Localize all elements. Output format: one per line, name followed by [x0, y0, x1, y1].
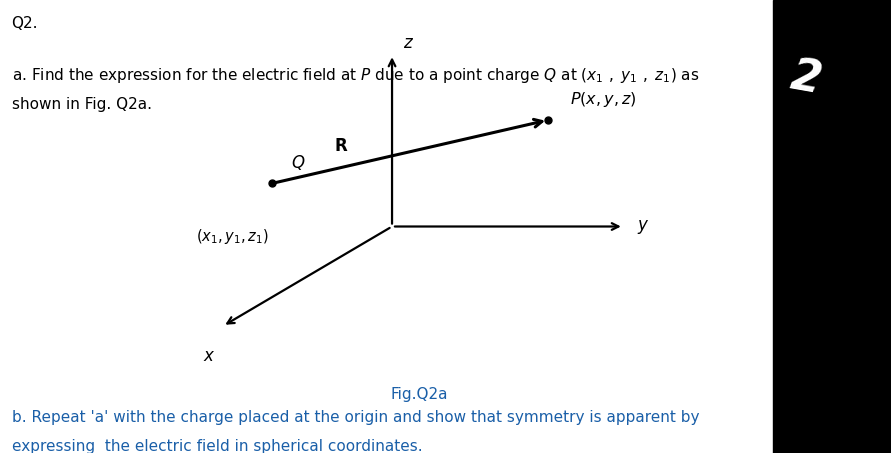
Text: $Q$: $Q$ — [291, 153, 306, 172]
Text: Q2.: Q2. — [12, 16, 38, 31]
Text: $P(x, y, z)$: $P(x, y, z)$ — [570, 90, 637, 109]
Bar — [773, 0, 891, 453]
Text: 2: 2 — [788, 54, 825, 102]
Text: R: R — [335, 137, 347, 155]
Text: Fig.Q2a: Fig.Q2a — [390, 387, 447, 402]
Text: a. Find the expression for the electric field at $\mathit{P}$ due to a point cha: a. Find the expression for the electric … — [12, 66, 699, 85]
Text: $x$: $x$ — [203, 347, 216, 365]
Text: expressing  the electric field in spherical coordinates.: expressing the electric field in spheric… — [12, 439, 422, 453]
Text: $(x_1, y_1, z_1)$: $(x_1, y_1, z_1)$ — [196, 226, 269, 246]
Text: shown in Fig. Q2a.: shown in Fig. Q2a. — [12, 97, 151, 112]
Text: b. Repeat 'a' with the charge placed at the origin and show that symmetry is app: b. Repeat 'a' with the charge placed at … — [12, 410, 699, 425]
Text: $y$: $y$ — [637, 217, 650, 236]
Text: $z$: $z$ — [403, 34, 413, 52]
